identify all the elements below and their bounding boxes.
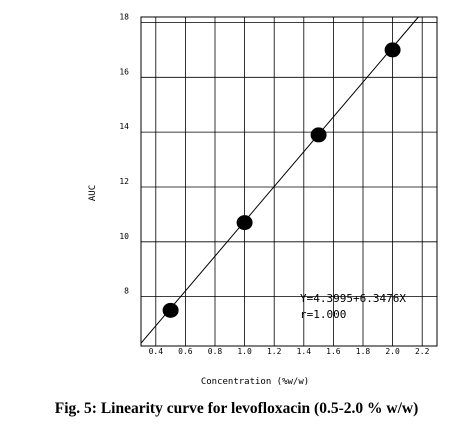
data-point [384,42,401,58]
y-tick-label: 8 [124,287,129,296]
x-tick-label: 1.8 [356,347,371,356]
x-tick-label: 2.2 [415,347,430,356]
y-axis-title: AUC [88,185,98,201]
figure-caption: Fig. 5: Linearity curve for levofloxacin… [54,400,419,417]
y-tick-label: 10 [119,232,129,241]
data-point [310,127,327,143]
x-tick-label: 0.8 [208,347,223,356]
data-points [162,42,401,318]
x-tick-label: 1.6 [326,347,341,356]
x-tick-labels: 0.4 0.6 0.8 1.0 1.2 1.4 1.6 1.8 2.0 2.2 [149,347,430,356]
y-tick-labels: 8 10 12 14 16 18 [119,12,129,295]
y-tick-label: 18 [119,12,129,21]
regression-line [140,16,419,344]
data-point [236,215,253,231]
plot-frame [140,16,438,347]
x-tick-label: 1.0 [237,347,252,356]
regression-equation: Y=4.3995+6.3476X [300,292,406,305]
data-point [162,302,179,318]
y-tick-label: 12 [119,177,129,186]
x-tick-label: 0.6 [178,347,193,356]
x-tick-label: 2.0 [385,347,400,356]
y-tick-label: 16 [119,67,129,76]
x-tick-label: 1.2 [267,347,282,356]
correlation-coefficient: r=1.000 [300,308,346,321]
y-tick-label: 14 [119,122,129,131]
x-tick-label: 1.4 [297,347,312,356]
x-tick-label: 0.4 [149,347,164,356]
grid-lines [141,17,437,346]
x-axis-title: Concentration (%w/w) [201,377,309,387]
